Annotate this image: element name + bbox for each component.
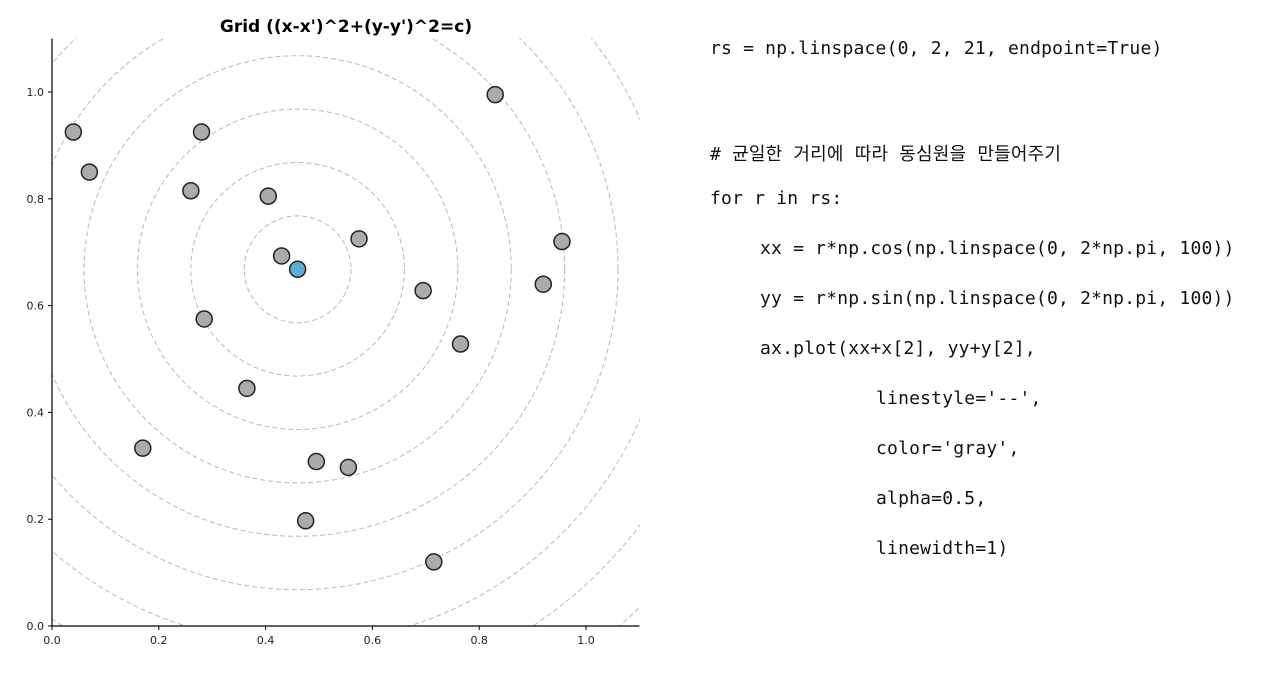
scatter-point-12 <box>195 310 213 328</box>
scatter-point-16 <box>307 452 326 471</box>
y-tick-label: 1.0 <box>27 86 45 99</box>
grid-circle-1 <box>243 215 352 324</box>
scatter-point-7 <box>350 230 368 248</box>
code-line-8: color='gray', <box>876 438 1020 459</box>
x-tick-label: 1.0 <box>577 634 595 647</box>
x-tick-label: 0.4 <box>257 634 275 647</box>
code-line-5: yy = r*np.sin(np.linspace(0, 2*np.pi, 10… <box>760 288 1235 309</box>
code-line-6: ax.plot(xx+x[2], yy+y[2], <box>760 338 1036 359</box>
grid-circle-3 <box>136 108 459 430</box>
grid-circle-12 <box>0 0 660 678</box>
x-tick-label: 0.0 <box>43 634 61 647</box>
grid-circle-15 <box>0 0 660 678</box>
code-line-1: rs = np.linspace(0, 2, 21, endpoint=True… <box>710 38 1163 59</box>
scatter-point-2 <box>80 163 99 181</box>
scatter-point-1 <box>64 123 83 141</box>
x-tick-label: 0.8 <box>470 634 488 647</box>
scatter-point-3 <box>192 123 211 141</box>
grid-circle-6 <box>52 38 619 591</box>
y-tick-label: 0.0 <box>27 620 45 633</box>
scatter-point-19 <box>425 553 443 571</box>
grid-circle-8 <box>52 523 640 626</box>
scatter-point-15 <box>134 439 152 457</box>
grid-circle-14 <box>0 0 660 678</box>
grid-circle-4 <box>83 55 512 484</box>
grid-circle-5 <box>52 38 566 537</box>
scatter-point-6 <box>486 85 504 104</box>
chart-svg: 0.0 0.2 0.4 0.6 0.8 1.0 0.0 0.2 0.4 0.6 0.8 1.0 Gri… <box>0 0 660 678</box>
y-tick-label: 0.2 <box>27 513 45 526</box>
scatter-point-10 <box>534 275 553 293</box>
scatter-point-5 <box>259 187 278 205</box>
grid-circle-13 <box>0 0 660 678</box>
scatter-point-11 <box>414 281 432 300</box>
concentric-circles <box>0 0 660 678</box>
grid-circle-20 <box>0 0 660 678</box>
grid-circle-11 <box>0 0 660 678</box>
grid-circle-17 <box>0 0 660 678</box>
scatter-point-8 <box>553 232 571 251</box>
grid-circle-16 <box>0 0 660 678</box>
data-points <box>64 85 571 571</box>
code-line-2: # 균일한 거리에 따라 동심원을 만들어주기 <box>710 144 1062 165</box>
code-line-3: for r in rs: <box>710 188 843 209</box>
y-tick-label: 0.4 <box>27 406 45 419</box>
code-line-9: alpha=0.5, <box>876 488 987 509</box>
code-line-4: xx = r*np.cos(np.linspace(0, 2*np.pi, 10… <box>760 238 1235 259</box>
scatter-point-17 <box>339 458 358 477</box>
chart-title: Grid ((x-x')^2+(y-y')^2=c) <box>220 17 472 37</box>
highlight-point <box>288 260 307 279</box>
scatter-chart: 0.0 0.2 0.4 0.6 0.8 1.0 0.0 0.2 0.4 0.6 0.8 1.0 Gri… <box>0 0 660 678</box>
grid-circle-2 <box>190 161 405 377</box>
grid-circle-7 <box>52 38 640 626</box>
grid-circle-9 <box>618 605 640 626</box>
x-tick-label: 0.2 <box>150 634 168 647</box>
code-panel: rs = np.linspace(0, 2, 21, endpoint=True… <box>710 30 1270 630</box>
grid-circle-19 <box>0 0 660 678</box>
x-tick-label: 0.6 <box>364 634 382 647</box>
grid-circle-10 <box>0 0 660 678</box>
y-tick-label: 0.8 <box>27 193 45 206</box>
axes <box>51 38 640 627</box>
y-tick-label: 0.6 <box>27 300 45 313</box>
scatter-point-13 <box>451 335 470 353</box>
ticks: 0.0 0.2 0.4 0.6 0.8 1.0 0.0 0.2 0.4 0.6 0.8 1.0 <box>27 86 595 647</box>
scatter-point-18 <box>296 512 315 530</box>
scatter-point-14 <box>238 379 256 398</box>
scatter-point-9 <box>272 247 291 265</box>
scatter-point-4 <box>182 182 200 200</box>
code-line-7: linestyle='--', <box>876 388 1042 409</box>
code-line-10: linewidth=1) <box>876 538 1009 559</box>
grid-circle-18 <box>0 0 660 678</box>
